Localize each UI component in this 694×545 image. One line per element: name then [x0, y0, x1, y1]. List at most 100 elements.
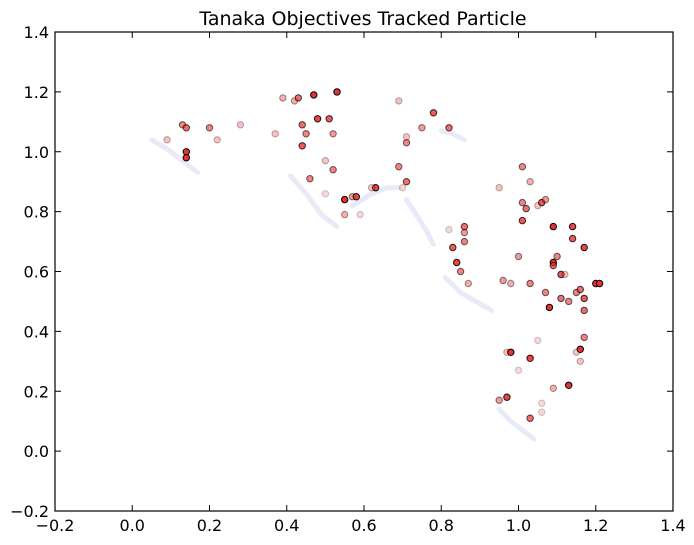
- particle-point: [333, 88, 341, 96]
- particle-point: [541, 288, 550, 297]
- particle-point: [182, 124, 191, 132]
- particle-point: [449, 243, 457, 252]
- particle-point: [402, 139, 411, 147]
- x-tick-label: 0.6: [351, 516, 376, 535]
- particle-point: [522, 204, 530, 213]
- x-tick-label: 1.2: [583, 516, 608, 535]
- y-tick-label: 0.4: [24, 322, 49, 341]
- x-tick-label: 0.2: [197, 516, 222, 535]
- particle-point: [576, 285, 584, 294]
- front-segment: [149, 137, 201, 176]
- particle-point: [568, 234, 577, 243]
- particle-point: [429, 109, 438, 117]
- particle-point: [321, 190, 330, 198]
- particle-point: [460, 222, 469, 231]
- x-tick-label: −0.2: [36, 516, 75, 535]
- particle-point: [302, 130, 310, 138]
- x-tick-label: 1.4: [660, 516, 685, 535]
- particle-point: [341, 195, 349, 204]
- particle-point: [205, 124, 214, 132]
- particle-point: [310, 91, 318, 99]
- tick-layer: −0.2 0.0 0.2 0.4 0.6 0.8 1.0 1.2 1.4 −0.2 0.0 0.2 0.…: [10, 23, 686, 535]
- y-tick-label: 1.2: [24, 83, 49, 102]
- front-layer: [149, 128, 537, 442]
- particle-point: [545, 303, 554, 312]
- plot-area: [149, 88, 604, 442]
- particle-point: [398, 184, 407, 192]
- particle-point: [321, 157, 330, 165]
- particle-point: [236, 121, 245, 129]
- y-tick-label: 0.0: [24, 442, 49, 461]
- particle-point: [298, 142, 306, 150]
- particle-point: [576, 357, 584, 365]
- particle-point: [514, 252, 523, 261]
- front-segment: [442, 275, 494, 313]
- particle-point: [534, 336, 542, 345]
- particle-point: [456, 267, 465, 276]
- particle-point: [526, 178, 534, 186]
- particle-point: [557, 294, 565, 303]
- particle-point: [329, 166, 337, 174]
- particle-point: [325, 115, 333, 123]
- particle-point: [538, 399, 546, 407]
- particle-point: [460, 228, 469, 237]
- front-segment: [496, 406, 537, 442]
- particle-point: [580, 333, 588, 342]
- x-tick-label: 0.8: [429, 516, 454, 535]
- particle-point: [538, 408, 546, 416]
- particle-point: [352, 193, 360, 201]
- particle-point: [271, 130, 279, 138]
- particle-point: [518, 163, 527, 171]
- y-tick-label: 0.2: [24, 382, 49, 401]
- particle-point: [526, 279, 534, 288]
- chart-title: Tanaka Objectives Tracked Particle: [198, 8, 526, 30]
- particle-point: [464, 279, 472, 288]
- particle-point: [549, 261, 557, 270]
- particle-point: [213, 136, 221, 144]
- particle-point: [549, 384, 557, 392]
- particle-point: [279, 94, 287, 102]
- front-segment: [438, 128, 467, 143]
- particle-point: [395, 163, 403, 171]
- particle-point: [445, 124, 453, 132]
- particle-point: [499, 276, 507, 285]
- particle-point: [418, 124, 426, 132]
- particle-point: [368, 184, 376, 192]
- y-tick-label: 1.0: [24, 143, 49, 162]
- particle-point: [395, 97, 403, 105]
- x-tick-label: 0.4: [274, 516, 299, 535]
- particle-point: [341, 210, 349, 219]
- particle-point: [507, 279, 515, 288]
- particle-point: [518, 216, 527, 225]
- particle-point: [595, 279, 604, 288]
- x-tick-label: 0.0: [120, 516, 145, 535]
- points-layer: [163, 88, 604, 422]
- particle-point: [298, 121, 306, 129]
- front-segment: [288, 173, 340, 230]
- particle-point: [503, 393, 511, 401]
- particle-point: [576, 345, 584, 353]
- particle-point: [294, 94, 302, 102]
- front-segment: [404, 197, 436, 248]
- particle-point: [402, 133, 411, 141]
- particle-point: [518, 198, 527, 207]
- particle-point: [561, 270, 569, 279]
- particle-point: [541, 195, 550, 204]
- y-tick-label: 0.6: [24, 263, 49, 282]
- particle-point: [163, 136, 171, 144]
- y-tick-label: 1.4: [24, 23, 49, 42]
- particle-point: [356, 210, 364, 219]
- x-tick-label: 1.0: [506, 516, 531, 535]
- particle-point: [580, 294, 588, 303]
- particle-point: [565, 297, 573, 306]
- particle-point: [182, 154, 191, 162]
- particle-point: [495, 184, 503, 192]
- particle-point: [313, 115, 322, 123]
- particle-point: [306, 175, 314, 183]
- particle-point: [526, 354, 534, 362]
- particle-point: [507, 348, 515, 356]
- particle-point: [445, 225, 453, 234]
- front-segment: [349, 185, 402, 209]
